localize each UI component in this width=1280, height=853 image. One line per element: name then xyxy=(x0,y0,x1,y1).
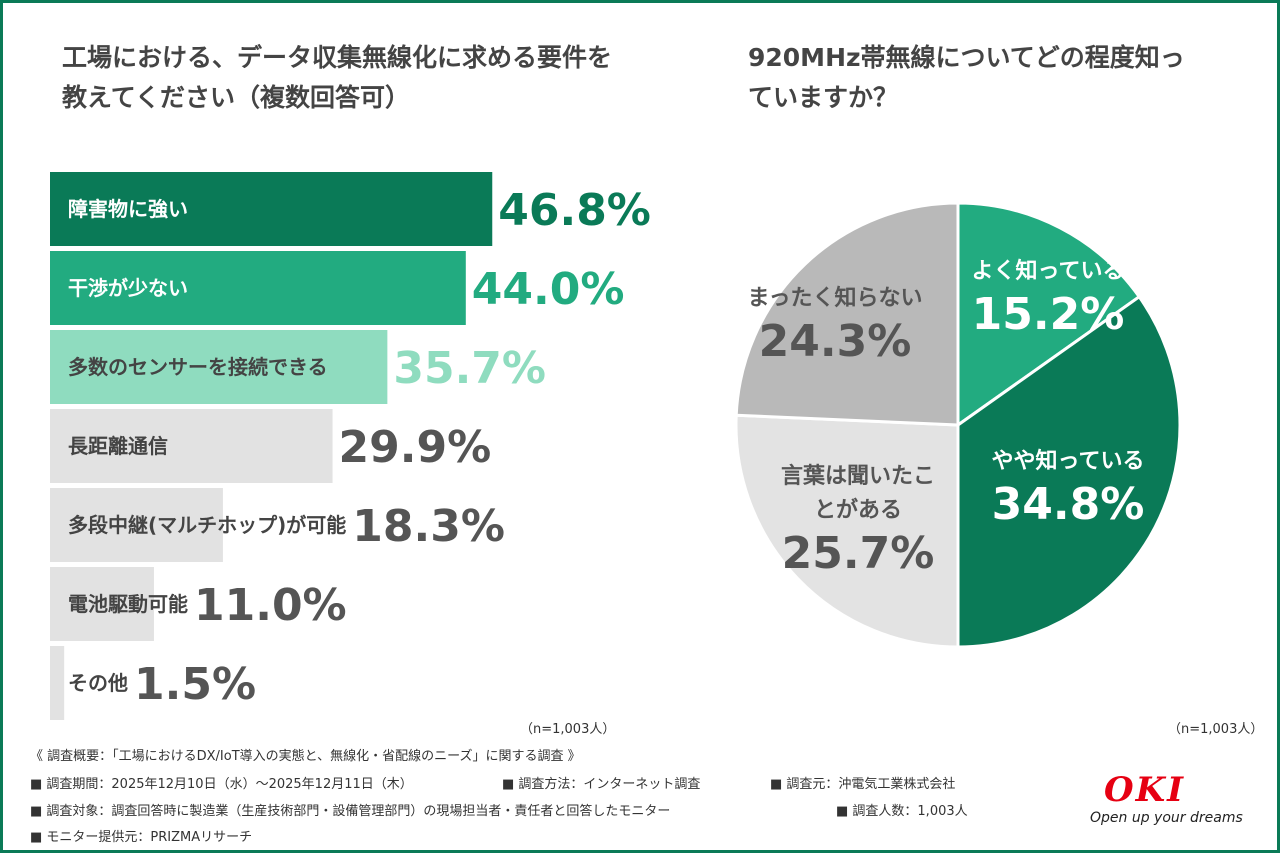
bar xyxy=(50,567,154,641)
pie-slice xyxy=(734,201,960,427)
slice-value: 24.3% xyxy=(758,316,912,367)
slice-value: 34.8% xyxy=(991,479,1145,530)
footer-line: ■ 調査期間：2025年12月10日（水）～2025年12月11日（木） xyxy=(30,777,413,792)
bar xyxy=(50,330,388,404)
footer-line: ■ 調査元：沖電気工業株式会社 xyxy=(770,777,956,792)
bar xyxy=(50,488,223,562)
bar xyxy=(50,172,493,246)
pie-title: 920MHz帯無線についてどの程度知っていますか？ xyxy=(748,43,1185,112)
slice-value: 25.7% xyxy=(781,528,935,579)
value-label: 1.5% xyxy=(134,659,256,710)
bar-label: 干渉が少ない xyxy=(68,276,188,300)
pie-slice xyxy=(956,201,1142,428)
footer-line: 《 調査概要：「工場におけるDX/IoT導入の実態と、無線化・省配線のニーズ」に… xyxy=(30,749,581,764)
value-label: 35.7% xyxy=(393,343,546,394)
slice-label: よく知っている xyxy=(971,259,1125,284)
footer-line: ■ 調査方法：インターネット調査 xyxy=(502,777,701,792)
bar-label: 長距離通信 xyxy=(68,434,168,458)
slice-label: まったく知らない xyxy=(747,286,923,311)
bar-label: その他 xyxy=(68,671,128,695)
bar-note: （n=1,003人） xyxy=(520,722,616,737)
bar-label: 多数のセンサーを接続できる xyxy=(68,355,328,379)
bar xyxy=(50,409,333,483)
slice-value: 15.2% xyxy=(971,289,1125,340)
value-label: 18.3% xyxy=(352,501,505,552)
pie-slice xyxy=(956,294,1182,649)
logo: OKI xyxy=(1104,770,1186,810)
pie-note: （n=1,003人） xyxy=(1168,722,1264,737)
bar xyxy=(50,646,65,720)
logo-tagline: Open up your dreams xyxy=(1090,810,1243,826)
slice-label: やや知っている xyxy=(991,449,1145,474)
bar-label: 電池駆動可能 xyxy=(68,592,188,616)
value-label: 11.0% xyxy=(194,580,347,631)
footer-line: ■ 調査対象：調査回答時に製造業（生産技術部門・設備管理部門）の現場担当者・責任… xyxy=(30,804,671,819)
pie-slice xyxy=(734,413,960,649)
bar-label: 障害物に強い xyxy=(68,197,188,221)
footer-line: ■ 調査人数：1,003人 xyxy=(836,804,968,819)
bar-label: 多段中継(マルチホップ)が可能 xyxy=(68,513,346,537)
footer-line: ■ モニター提供元：PRIZMAリサーチ xyxy=(30,830,253,845)
slice-label: 言葉は聞いたことがある xyxy=(780,464,935,523)
bar xyxy=(50,251,466,325)
value-label: 29.9% xyxy=(339,422,492,473)
value-label: 46.8% xyxy=(498,185,651,236)
value-label: 44.0% xyxy=(472,264,625,315)
bar-title: 工場における、データ収集無線化に求める要件を教えてください（複数回答可） xyxy=(62,43,613,112)
